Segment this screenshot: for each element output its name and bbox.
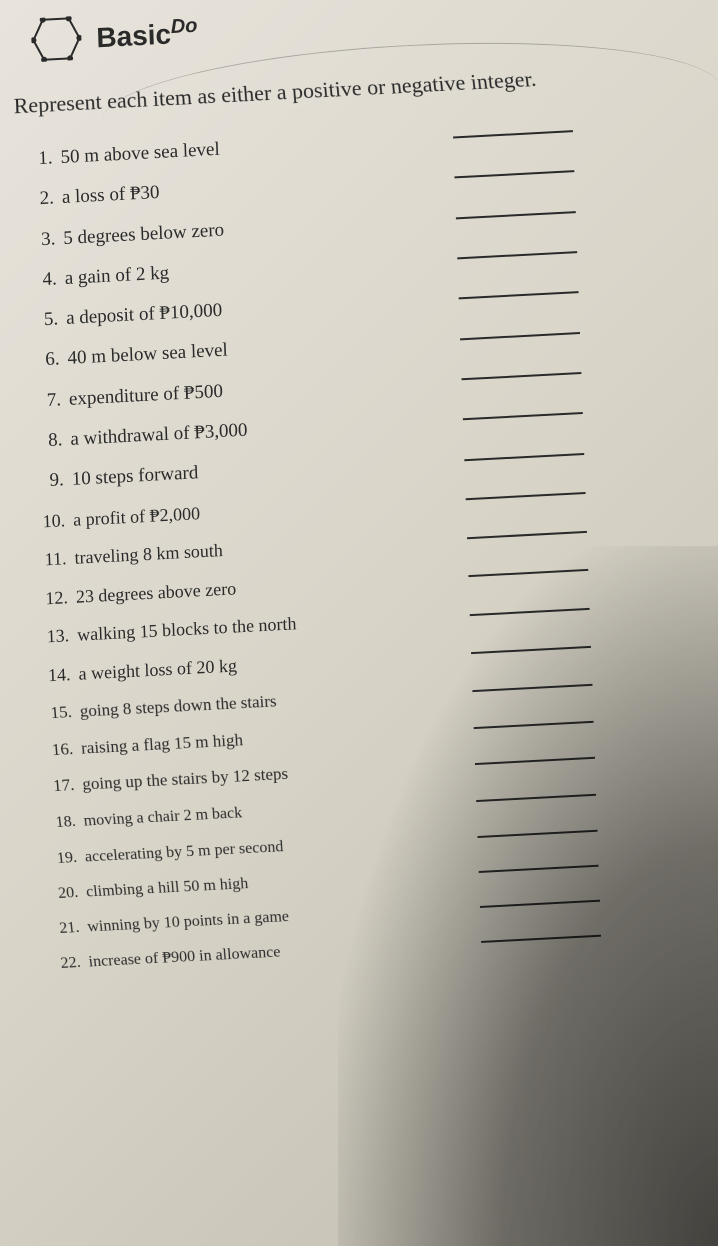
answer-blank[interactable] — [475, 758, 595, 766]
item-number: 4. — [29, 263, 65, 297]
item-text: 23 degrees above zero — [75, 572, 251, 612]
answer-blank[interactable] — [471, 646, 591, 654]
item-number: 20. — [50, 878, 88, 907]
item-number: 9. — [36, 464, 72, 498]
logo-text: BasicDo — [96, 15, 198, 55]
item-number: 1. — [25, 142, 61, 176]
item-number: 13. — [42, 620, 78, 652]
items-list: 1.50 m above sea level2.a loss of ₱303.5… — [15, 109, 718, 978]
item-text: increase of ₱900 in allowance — [87, 938, 296, 976]
item-number: 8. — [35, 424, 71, 458]
item-text: going up the stairs by 12 steps — [81, 760, 303, 800]
item-number: 16. — [45, 734, 82, 765]
answer-blank[interactable] — [474, 721, 594, 729]
item-text: going 8 steps down the stairs — [79, 686, 292, 726]
item-number: 5. — [31, 303, 67, 337]
answer-blank[interactable] — [480, 899, 600, 907]
item-text: a loss of ₱30 — [61, 176, 175, 214]
answer-blank[interactable] — [466, 492, 586, 500]
item-number: 6. — [32, 343, 68, 377]
item-text: walking 15 blocks to the north — [77, 608, 312, 651]
item-text: a profit of ₱2,000 — [73, 497, 216, 535]
item-text: 10 steps forward — [71, 457, 214, 497]
item-text: a gain of 2 kg — [64, 257, 184, 296]
answer-blank[interactable] — [461, 372, 581, 380]
item-text: climbing a hill 50 m high — [85, 869, 264, 905]
instruction-text: Represent each item as either a positive… — [13, 58, 693, 119]
item-number: 14. — [43, 659, 79, 691]
item-number: 19. — [48, 843, 86, 872]
logo-main: Basic — [96, 18, 172, 53]
item-text: traveling 8 km south — [74, 534, 238, 573]
item-number: 17. — [46, 771, 83, 802]
worksheet-page: BasicDo Represent each item as either a … — [0, 0, 718, 1007]
answer-blank[interactable] — [468, 569, 588, 577]
item-text: a withdrawal of ₱3,000 — [70, 414, 263, 456]
answer-blank[interactable] — [472, 684, 592, 692]
item-number: 2. — [26, 182, 62, 216]
answer-blank[interactable] — [479, 864, 599, 872]
item-number: 21. — [51, 914, 89, 943]
item-text: moving a chair 2 m back — [82, 799, 258, 835]
item-text: 5 degrees below zero — [63, 213, 240, 254]
answer-blank[interactable] — [459, 291, 579, 299]
item-number: 11. — [39, 543, 75, 575]
item-text: 50 m above sea level — [60, 133, 235, 174]
answer-blank[interactable] — [457, 251, 577, 259]
answer-blank[interactable] — [467, 530, 587, 538]
answer-blank[interactable] — [460, 332, 580, 340]
logo-script: Do — [170, 15, 197, 38]
item-number: 3. — [28, 223, 64, 257]
item-text: winning by 10 points in a game — [86, 902, 305, 940]
answer-blank[interactable] — [453, 130, 573, 138]
item-text: expenditure of ₱500 — [68, 375, 238, 416]
item-number: 12. — [40, 582, 76, 614]
page-header: BasicDo — [11, 0, 690, 63]
item-text: a deposit of ₱10,000 — [66, 294, 238, 335]
answer-blank[interactable] — [477, 829, 597, 837]
answer-blank[interactable] — [456, 211, 576, 219]
item-text: a weight loss of 20 kg — [78, 650, 252, 690]
item-text: accelerating by 5 m per second — [84, 832, 299, 870]
answer-blank[interactable] — [481, 934, 601, 942]
hexagon-icon — [31, 16, 82, 63]
item-text: raising a flag 15 m high — [80, 725, 259, 763]
answer-blank[interactable] — [463, 412, 583, 420]
answer-blank[interactable] — [464, 452, 584, 460]
answer-blank[interactable] — [454, 171, 574, 179]
answer-blank[interactable] — [476, 794, 596, 802]
item-number: 7. — [33, 384, 69, 418]
item-text: 40 m below sea level — [67, 334, 243, 375]
item-number: 10. — [38, 504, 74, 536]
item-number: 22. — [52, 949, 90, 978]
item-number: 15. — [44, 697, 81, 728]
item-number: 18. — [47, 808, 85, 837]
answer-blank[interactable] — [470, 608, 590, 616]
